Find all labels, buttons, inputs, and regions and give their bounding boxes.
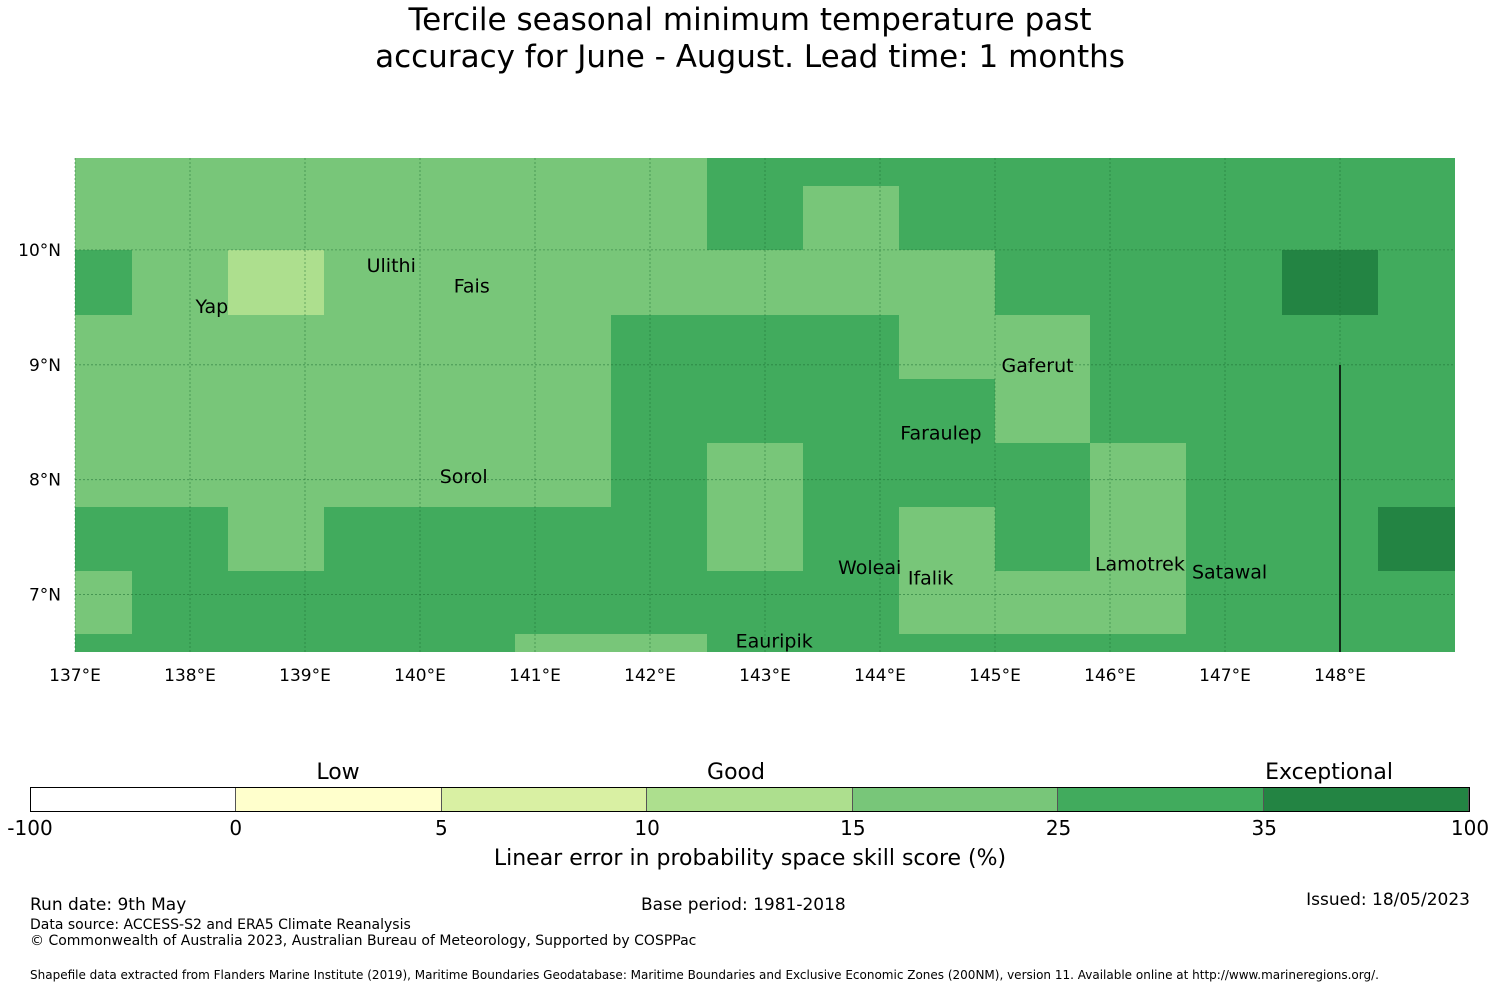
skill-cell — [228, 250, 324, 315]
place-label: Faraulep — [900, 423, 981, 445]
colorbar-tick-label: 5 — [435, 816, 448, 840]
x-tick-label: 137°E — [49, 666, 101, 686]
skill-cell — [1282, 250, 1378, 315]
shapefile-credit: Shapefile data extracted from Flanders M… — [30, 968, 1379, 982]
x-tick-label: 145°E — [969, 666, 1021, 686]
place-label: Yap — [194, 296, 228, 318]
place-label: Woleai — [838, 557, 901, 579]
data-source: Data source: ACCESS-S2 and ERA5 Climate … — [30, 917, 411, 933]
place-label: Ifalik — [908, 567, 954, 589]
colorbar-bin — [236, 788, 442, 811]
x-tick-label: 141°E — [509, 666, 561, 686]
colorbar-tick-label: 35 — [1251, 816, 1278, 840]
x-tick-label: 146°E — [1084, 666, 1136, 686]
y-tick-label: 7°N — [29, 586, 61, 606]
colorbar-tick-label: 25 — [1045, 816, 1072, 840]
colorbar-bins — [30, 787, 1470, 812]
colorbar-tick-label: 10 — [634, 816, 660, 840]
colorbar-bin — [1263, 788, 1469, 811]
place-label: Lamotrek — [1095, 554, 1185, 576]
skill-cell — [75, 250, 132, 315]
skill-cell — [803, 186, 899, 250]
issued-date: Issued: 18/05/2023 — [1306, 890, 1470, 910]
y-tick-label: 10°N — [18, 241, 61, 261]
category-good-label: Good — [707, 760, 765, 785]
place-label: Gaferut — [1002, 355, 1074, 377]
title-line-1: Tercile seasonal minimum temperature pas… — [408, 2, 1092, 38]
colorbar-tick-label: 100 — [1450, 816, 1490, 840]
x-tick-label: 140°E — [394, 666, 446, 686]
place-label: Eauripik — [736, 631, 813, 653]
colorbar-tick-label: 15 — [840, 816, 866, 840]
graticule — [74, 158, 1455, 652]
skill-cell — [75, 571, 132, 634]
title-line-2: accuracy for June - August. Lead time: 1… — [375, 39, 1125, 75]
skill-cell — [228, 507, 324, 571]
skill-cell — [995, 571, 1186, 634]
x-tick-label: 139°E — [279, 666, 331, 686]
run-date: Run date: 9th May — [30, 895, 187, 915]
skill-cell — [1090, 443, 1186, 571]
colorbar — [30, 787, 1470, 812]
skill-cell — [75, 315, 611, 507]
colorbar-bin — [31, 788, 237, 811]
skill-cell — [515, 634, 707, 652]
x-tick-label: 147°E — [1199, 666, 1251, 686]
skill-cell — [75, 158, 707, 250]
x-tick-label: 148°E — [1314, 666, 1366, 686]
colorbar-tick-label: -100 — [7, 816, 53, 840]
colorbar-label: Linear error in probability space skill … — [493, 846, 1007, 871]
colorbar-bin — [647, 788, 853, 811]
colorbar-bin — [441, 788, 648, 811]
colorbar-bin — [1058, 788, 1264, 811]
x-tick-label: 143°E — [739, 666, 791, 686]
skill-grid — [75, 158, 1455, 652]
skill-cell — [899, 315, 995, 379]
skill-cell — [995, 315, 1090, 443]
skill-cell — [899, 507, 995, 634]
copyright: © Commonwealth of Australia 2023, Austra… — [30, 933, 697, 949]
skill-cell — [1378, 507, 1455, 571]
place-label: Satawal — [1192, 562, 1267, 584]
base-period: Base period: 1981-2018 — [641, 895, 846, 915]
place-label: Fais — [454, 276, 490, 298]
place-label: Sorol — [440, 466, 488, 488]
y-tick-label: 8°N — [29, 471, 61, 491]
x-tick-label: 138°E — [164, 666, 216, 686]
category-exceptional-label: Exceptional — [1265, 760, 1393, 785]
x-tick-label: 144°E — [854, 666, 906, 686]
chart-title: Tercile seasonal minimum temperature pas… — [0, 2, 1500, 76]
y-tick-label: 9°N — [29, 356, 61, 376]
colorbar-bin — [852, 788, 1059, 811]
place-labels: Ulithi Fais Yap Gaferut Faraulep Sorol Woleai I… — [194, 255, 1267, 653]
colorbar-tick-label: 0 — [229, 816, 243, 840]
place-label: Ulithi — [367, 255, 416, 277]
category-low-label: Low — [316, 760, 360, 785]
skill-cell — [707, 443, 803, 571]
x-tick-label: 142°E — [624, 666, 676, 686]
axis-ticks: 137°E 138°E 139°E 140°E 141°E 142°E 143°E 144°E… — [18, 241, 1366, 686]
